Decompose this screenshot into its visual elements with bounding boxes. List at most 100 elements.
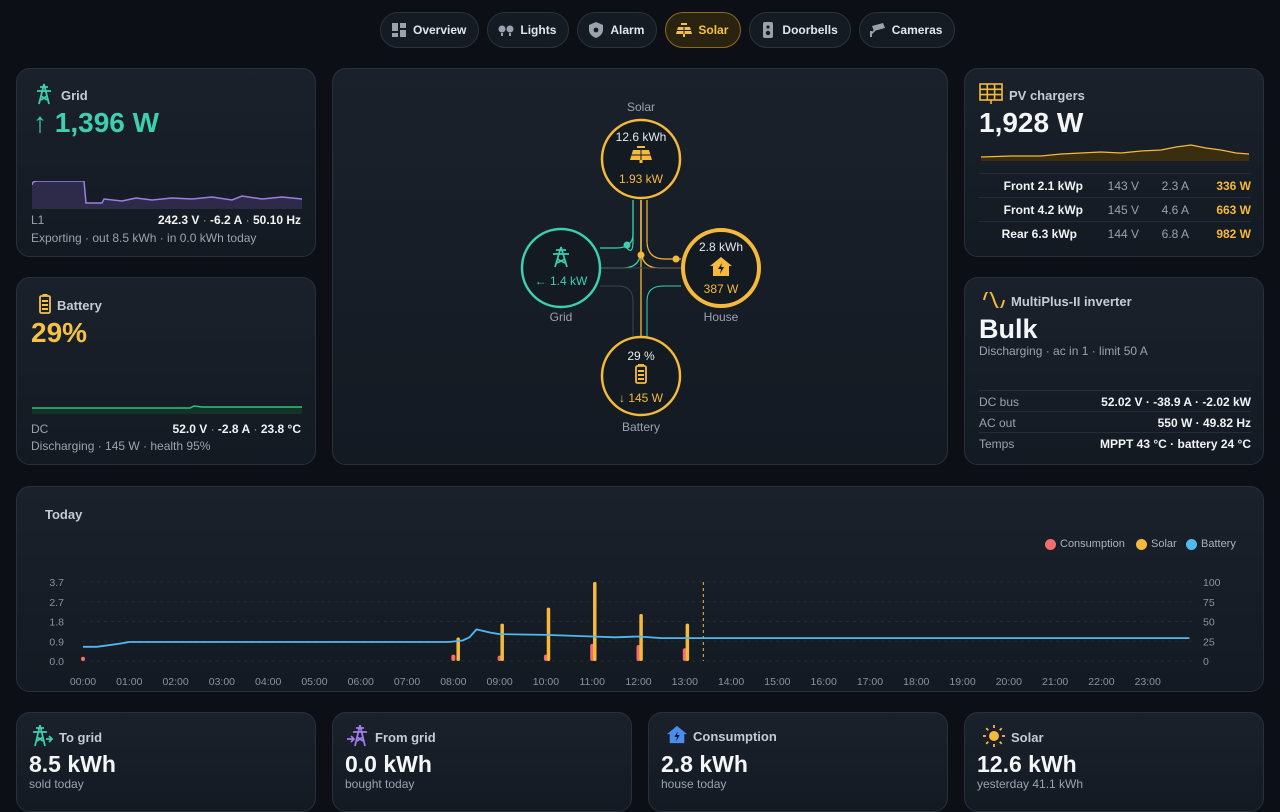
grid-current: -6.2 A: [210, 213, 243, 227]
from-grid-card[interactable]: From grid 0.0 kWh bought today: [332, 712, 632, 812]
battery-sparkline: [32, 405, 302, 414]
inverter-temps-row: Temps MPPT 43 °C · battery 24 °C: [979, 432, 1251, 454]
separator: ·: [245, 213, 250, 227]
legend-swatch: [1136, 538, 1147, 550]
stat-title: Solar: [1011, 730, 1044, 745]
grid-flow-power: ← 1.4 kW: [535, 274, 588, 288]
inverter-ac-out-row: AC out 550 W · 49.82 Hz: [979, 411, 1251, 433]
inverter-card[interactable]: MultiPlus-II inverter Bulk Discharging ·…: [964, 277, 1264, 465]
to-grid-header: To grid: [31, 724, 102, 750]
sine-wave-icon: [983, 290, 1005, 311]
house-power: 387 W: [704, 282, 739, 296]
legend-swatch: [1045, 538, 1056, 550]
solar-panel-grid-icon: [979, 83, 1003, 108]
solar-today-header: Solar: [983, 725, 1044, 750]
pv-total-power: 1,928 W: [979, 107, 1084, 138]
grid-power-sparkline: [32, 181, 302, 209]
pv-card-header: PV chargers: [979, 83, 1085, 108]
legend-swatch: [1186, 538, 1197, 550]
grid-phase-label: L1: [31, 213, 45, 227]
inverter-row-value: 52.02 V · -38.9 A · -2.02 kW: [1101, 394, 1251, 409]
tower-import-icon: [347, 724, 369, 750]
energy-flow-card: Solar 12.6 kWh 1.93 kW ← 1.4 kW Grid 2.8…: [332, 68, 948, 465]
tab-cameras[interactable]: Cameras: [858, 12, 956, 48]
grid-power-value: 1,396 W: [54, 107, 160, 138]
consumption-header: Consumption: [667, 725, 777, 748]
battery-icon: [39, 294, 51, 317]
grid-card[interactable]: Grid ↑ 1,396 W L1 242.3 V · -6.2 A · 50.…: [16, 68, 316, 257]
battery-card[interactable]: Battery 29% DC 52.0 V · -2.8 A · 23.8 °C…: [16, 277, 316, 465]
pv-charger-row: Rear 6.3 kWp 144 V 6.8 A 982 W: [979, 221, 1251, 246]
transmission-tower-icon: [553, 246, 569, 268]
separator: ·: [210, 422, 215, 436]
stat-subtitle: bought today: [345, 777, 415, 791]
pv-charger-name: Front 4.2 kWp: [1003, 203, 1083, 217]
stat-subtitle: yesterday 41.1 kWh: [977, 777, 1084, 791]
solar-node-label: Solar: [627, 100, 655, 114]
legend-solar[interactable]: Solar: [1136, 538, 1177, 550]
house-to-battery-line: [646, 285, 681, 337]
view-tabs: Overview Lights Alarm Solar Doorbells Ca…: [380, 12, 956, 48]
transmission-tower-icon: [33, 83, 55, 108]
pv-charger-power: 336 W: [1216, 179, 1251, 193]
battery-voltage: 52.0 V: [172, 422, 208, 436]
tower-export-icon: [31, 724, 54, 750]
stat-value: 2.8 kWh: [661, 751, 748, 777]
battery-card-header: Battery: [39, 294, 102, 317]
stat-subtitle: sold today: [29, 777, 84, 791]
solar-to-house-line: [646, 200, 681, 260]
battery-card-title: Battery: [57, 298, 102, 313]
tab-lights-label: Lights: [520, 23, 557, 37]
stat-value: 12.6 kWh: [977, 751, 1077, 777]
battery-icon: [635, 364, 647, 384]
legend-battery[interactable]: Battery: [1186, 538, 1236, 550]
inverter-state: Bulk: [979, 314, 1038, 344]
today-chart-card: Today: [16, 486, 1264, 692]
doorbell-icon: [760, 22, 776, 38]
stat-title: From grid: [375, 730, 436, 745]
stat-value: 0.0 kWh: [345, 751, 432, 777]
tab-doorbells-label: Doorbells: [782, 23, 838, 37]
inverter-card-header: MultiPlus-II inverter: [983, 290, 1132, 311]
tab-doorbells[interactable]: Doorbells: [749, 12, 851, 48]
stat-value: 8.5 kWh: [29, 751, 116, 777]
legend-label: Solar: [1151, 538, 1177, 550]
solar-panel-icon: [630, 146, 652, 163]
battery-soc: 29%: [31, 317, 88, 348]
pv-card-title: PV chargers: [1009, 88, 1085, 103]
battery-summary: Discharging · 145 W · health 95%: [31, 439, 211, 453]
battery-dc-label: DC: [31, 422, 49, 436]
pv-charger-row: Front 2.1 kWp 143 V 2.3 A 336 W: [979, 173, 1251, 198]
tab-solar[interactable]: Solar: [665, 12, 742, 48]
tab-overview[interactable]: Overview: [380, 12, 480, 48]
inverter-row-value: 550 W · 49.82 Hz: [1157, 415, 1251, 430]
separator: ·: [202, 213, 207, 227]
stat-subtitle: house today: [661, 777, 727, 791]
solar-today-card[interactable]: Solar 12.6 kWh yesterday 41.1 kWh: [964, 712, 1264, 812]
pv-charger-voltage: 143 V: [1107, 179, 1139, 193]
battery-current: -2.8 A: [217, 422, 251, 436]
tab-overview-label: Overview: [413, 23, 467, 37]
battery-flow-power: ↓ 145 W: [619, 391, 664, 405]
inverter-summary: Discharging · ac in 1 · limit 50 A: [979, 344, 1148, 358]
pv-chargers-card[interactable]: PV chargers 1,928 W Front 2.1 kWp 143 V …: [964, 68, 1264, 257]
from-grid-header: From grid: [347, 724, 436, 750]
consumption-card[interactable]: Consumption 2.8 kWh house today: [648, 712, 948, 812]
inverter-row-key: Temps: [979, 436, 1015, 451]
pv-charger-row: Front 4.2 kWp 145 V 4.6 A 663 W: [979, 197, 1251, 222]
legend-label: Consumption: [1060, 538, 1125, 550]
pv-charger-power: 982 W: [1216, 227, 1251, 241]
grid-voltage: 242.3 V: [157, 213, 200, 227]
home-lightning-icon: [667, 725, 687, 748]
solar-power: 1.93 kW: [619, 172, 664, 186]
pv-charger-voltage: 144 V: [1107, 227, 1139, 241]
to-grid-card[interactable]: To grid 8.5 kWh sold today: [16, 712, 316, 812]
cctv-icon: [869, 22, 886, 38]
chart-title: Today: [45, 507, 83, 522]
tab-lights[interactable]: Lights: [487, 12, 570, 48]
battery-temperature: 23.8 °C: [260, 422, 301, 436]
grid-export-arrow: ↑: [33, 107, 47, 138]
legend-consumption[interactable]: Consumption: [1045, 538, 1125, 550]
solar-grid-secondary-line: [625, 200, 634, 251]
tab-alarm[interactable]: Alarm: [577, 12, 658, 48]
